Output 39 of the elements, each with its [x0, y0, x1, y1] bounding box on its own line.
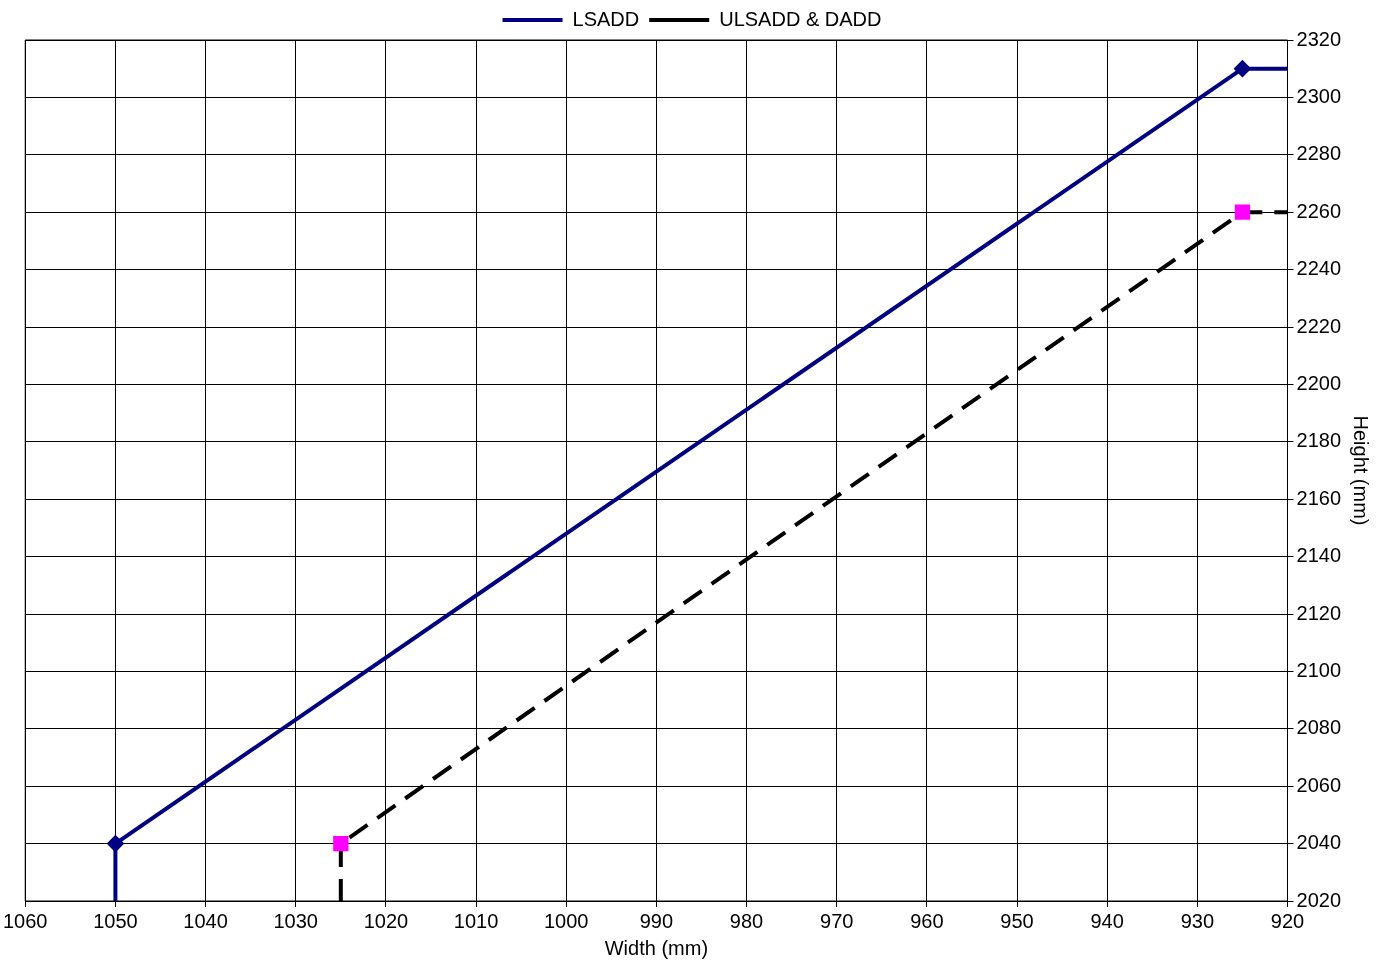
x-tick-label: 920 [1270, 909, 1305, 932]
x-tick-label: 1020 [363, 909, 409, 932]
x-tick-label: 1000 [543, 909, 589, 932]
y-axis-title: Height (mm) [1350, 415, 1373, 526]
y-tick-label: 2300 [1296, 84, 1342, 107]
legend-label: ULSADD & DADD [719, 7, 882, 30]
point [1234, 204, 1251, 220]
point [107, 835, 124, 852]
legend-label: LSADD [572, 7, 640, 30]
y-tick-label: 2280 [1296, 142, 1342, 165]
point [1234, 60, 1251, 77]
x-tick-label: 960 [910, 909, 944, 932]
y-tick-label: 2220 [1296, 314, 1342, 337]
y-tick-label: 2260 [1296, 199, 1342, 222]
y-tick-label: 2180 [1296, 429, 1342, 452]
y-tick-label: 2020 [1296, 888, 1342, 911]
y-tick-label: 2200 [1296, 371, 1342, 394]
x-tick-label: 950 [1000, 909, 1034, 932]
y-tick-label: 2060 [1296, 773, 1342, 796]
y-tick-label: 2040 [1296, 831, 1342, 854]
x-tick-label: 1050 [93, 909, 138, 932]
x-tick-label: 1010 [453, 909, 499, 932]
y-tick-label: 2160 [1296, 486, 1342, 509]
y-tick-label: 2080 [1296, 716, 1342, 739]
y-tick-label: 2100 [1296, 658, 1342, 681]
x-tick-label: 930 [1180, 909, 1215, 932]
x-tick-label: 1040 [183, 909, 228, 932]
x-tick-label: 940 [1090, 909, 1124, 932]
y-tick-label: 2120 [1296, 601, 1342, 624]
y-tick-label: 2320 [1296, 27, 1342, 50]
x-tick-label: 980 [729, 909, 764, 932]
x-tick-label: 990 [639, 909, 674, 932]
x-tick-label: 970 [820, 909, 854, 932]
y-tick-label: 2140 [1296, 544, 1342, 567]
x-tick-label: 1030 [273, 909, 318, 932]
x-axis-title: Width (mm) [604, 936, 709, 959]
y-tick-label: 2240 [1296, 257, 1342, 280]
x-tick-label: 1060 [3, 909, 48, 932]
point [333, 835, 349, 852]
